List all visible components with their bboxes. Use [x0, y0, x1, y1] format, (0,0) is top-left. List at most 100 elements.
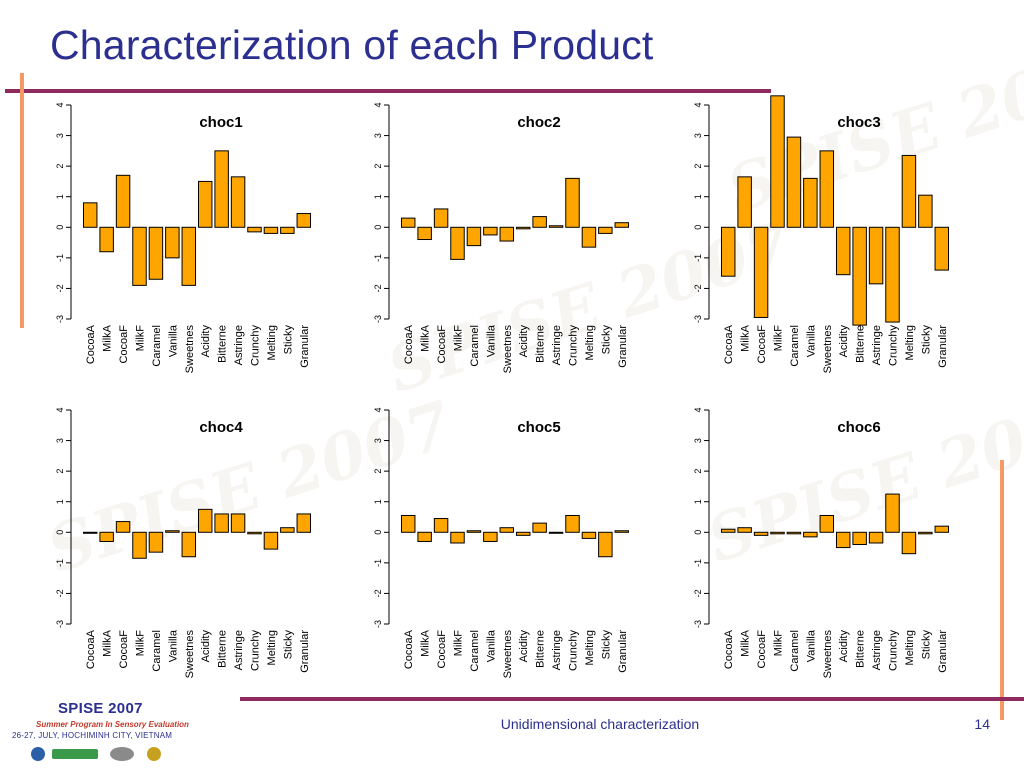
logo-date-location: 26-27, JULY, HOCHIMINH CITY, VIETNAM: [12, 731, 173, 740]
bar-granular: [934, 525, 950, 533]
x-tick-label: Astringe: [233, 630, 245, 670]
x-tick-label: CocoaF: [436, 630, 448, 669]
y-tick-label: -1: [693, 559, 703, 567]
y-tick-label: 4: [693, 102, 703, 107]
chart-title: choc4: [199, 419, 243, 436]
y-tick-label: -1: [373, 254, 383, 262]
logo-subtitle: Summer Program In Sensory Evaluation: [36, 720, 189, 729]
x-tick-label: Sticky: [282, 630, 294, 660]
bar-melting: [901, 531, 917, 555]
y-tick-label: 0: [693, 225, 703, 230]
x-tick-label: Caramel: [469, 630, 481, 672]
left-accent-bar: [20, 73, 24, 328]
bar-sticky: [598, 531, 613, 558]
page-title: Characterization of each Product: [50, 22, 654, 68]
page-number: 14: [974, 716, 990, 732]
bar-melting: [263, 226, 279, 234]
x-tick-label: Acidity: [838, 325, 850, 358]
bar-sweetnes: [819, 514, 835, 533]
bar-melting: [581, 531, 597, 539]
bar-acidity: [515, 531, 531, 536]
chart-choc2: -3 -2 -1 0 1 2 3 4 choc2 CocoaA MilkA CocoaF MilkF Ca…: [373, 102, 630, 374]
bar-milkf: [770, 95, 785, 228]
x-tick-label: MilkF: [135, 630, 147, 657]
bar-acidity: [197, 180, 213, 228]
chart-choc1: -3 -2 -1 0 1 2 3 4 choc1 CocoaA MilkA CocoaF MilkF Ca…: [55, 102, 312, 373]
bar-milkf: [770, 531, 785, 535]
x-tick-label: Crunchy: [888, 325, 900, 366]
x-tick-label: Sweetnes: [184, 630, 196, 679]
bar-sticky: [280, 226, 295, 234]
x-tick-label: Vanilla: [805, 324, 817, 357]
x-tick-label: Acidity: [838, 630, 850, 663]
chart-title: choc5: [517, 419, 560, 436]
bar-crunchy: [565, 514, 580, 533]
y-tick-label: 3: [55, 438, 65, 443]
bar-granular: [934, 226, 950, 271]
bar-sticky: [918, 531, 933, 535]
sponsor-logo-1: [31, 747, 45, 761]
bar-sweetnes: [181, 226, 197, 286]
bar-caramel: [466, 530, 482, 533]
y-tick-label: -3: [55, 620, 65, 628]
chart-choc5: -3 -2 -1 0 1 2 3 4 choc5 CocoaA MilkA CocoaF MilkF Ca…: [373, 407, 630, 678]
bar-sweetnes: [819, 150, 835, 228]
x-tick-label: Caramel: [151, 630, 163, 672]
bar-melting: [581, 226, 597, 248]
x-tick-label: CocoaA: [85, 629, 97, 669]
y-tick-label: 3: [693, 133, 703, 138]
bar-cocoaf: [433, 208, 449, 228]
y-tick-label: -2: [693, 284, 703, 292]
y-tick-label: -1: [693, 254, 703, 262]
bar-caramel: [148, 226, 164, 280]
x-tick-label: Sweetnes: [822, 325, 834, 374]
bar-melting: [263, 531, 279, 550]
bar-granular: [296, 213, 312, 228]
bar-sweetnes: [499, 226, 515, 242]
footer-caption: Unidimensional characterization: [500, 716, 700, 732]
x-tick-label: Sweetnes: [822, 630, 834, 679]
x-tick-label: CocoaA: [723, 629, 735, 669]
chart-title: choc2: [517, 114, 560, 131]
x-tick-label: Melting: [266, 630, 278, 665]
title-divider: [5, 89, 771, 93]
bar-astringe: [868, 531, 884, 544]
x-tick-label: MilkF: [773, 630, 785, 657]
y-tick-label: 3: [373, 438, 383, 443]
x-tick-label: Sweetnes: [502, 325, 514, 374]
x-tick-label: CocoaA: [403, 324, 415, 364]
bar-granular: [614, 222, 630, 228]
logo-title: SPISE 2007: [58, 700, 143, 717]
y-tick-label: 1: [693, 194, 703, 199]
y-tick-label: -1: [55, 254, 65, 262]
x-tick-label: Crunchy: [250, 325, 262, 366]
y-tick-label: 0: [373, 530, 383, 535]
x-tick-label: MilkF: [453, 325, 465, 352]
bar-cocoaa: [720, 226, 736, 277]
x-tick-label: CocoaA: [85, 324, 97, 364]
y-tick-label: 0: [693, 530, 703, 535]
spise-logo: SPISE 2007 Summer Program In Sensory Eva…: [8, 700, 218, 766]
bar-crunchy: [565, 177, 580, 228]
y-tick-label: 2: [373, 469, 383, 474]
bar-vanilla: [165, 530, 180, 533]
bar-bitterne: [214, 513, 229, 533]
x-tick-label: Acidity: [518, 325, 530, 358]
bar-acidity: [515, 226, 531, 230]
x-tick-label: Acidity: [200, 630, 212, 663]
x-tick-label: Vanilla: [805, 629, 817, 662]
sponsor-logo-2: [52, 749, 98, 759]
x-tick-label: Sticky: [282, 325, 294, 355]
y-tick-label: -2: [373, 284, 383, 292]
bar-milkf: [132, 531, 147, 559]
bar-astringe: [548, 225, 564, 228]
y-tick-label: 1: [373, 194, 383, 199]
bar-sticky: [598, 226, 613, 234]
bar-vanilla: [483, 531, 498, 542]
bar-vanilla: [803, 531, 818, 538]
y-tick-label: -3: [693, 620, 703, 628]
y-tick-label: 4: [55, 102, 65, 107]
x-tick-label: CocoaF: [436, 325, 448, 364]
y-tick-label: 3: [693, 438, 703, 443]
x-tick-label: CocoaF: [756, 325, 768, 364]
